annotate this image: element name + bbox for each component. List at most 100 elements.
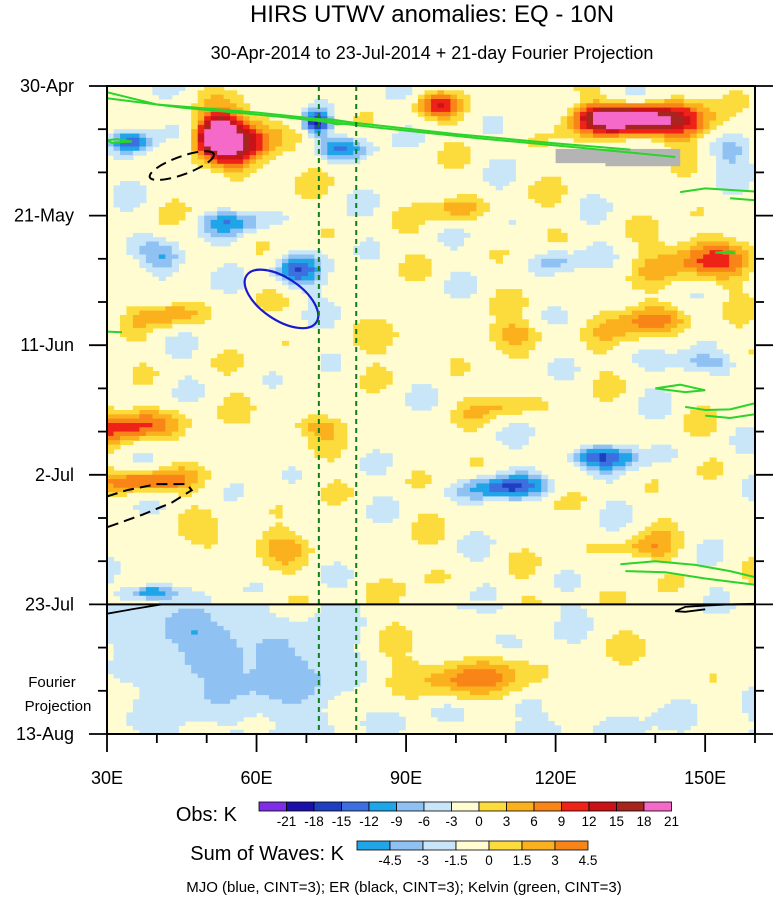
field-cell xyxy=(618,319,626,325)
field-cell xyxy=(204,315,212,320)
field-cell xyxy=(145,626,153,631)
field-cell xyxy=(508,302,516,307)
field-cell xyxy=(184,509,192,515)
field-cell xyxy=(618,548,626,554)
field-cell xyxy=(735,302,743,307)
field-cell xyxy=(495,258,503,264)
field-cell xyxy=(107,621,115,627)
field-cell xyxy=(606,522,614,528)
field-cell xyxy=(191,310,199,316)
field-cell xyxy=(631,647,639,653)
field-cell xyxy=(742,574,750,580)
field-cell xyxy=(359,254,367,260)
field-cell xyxy=(204,617,212,623)
field-cell xyxy=(113,483,121,489)
field-cell xyxy=(657,535,665,541)
field-cell xyxy=(463,423,471,428)
field-cell xyxy=(573,366,581,372)
field-cell xyxy=(210,539,218,545)
field-cell xyxy=(223,137,231,143)
field-cell xyxy=(256,647,264,653)
field-cell xyxy=(508,349,516,355)
field-cell xyxy=(638,219,646,225)
field-cell xyxy=(132,677,140,683)
field-cell xyxy=(580,120,588,126)
field-cell xyxy=(366,379,374,385)
field-cell xyxy=(450,207,458,212)
field-cell xyxy=(456,271,464,277)
field-cell xyxy=(476,669,484,675)
field-cell xyxy=(593,107,601,113)
field-cell xyxy=(456,362,464,368)
field-cell xyxy=(320,686,328,692)
field-cell xyxy=(139,673,147,679)
field-cell xyxy=(178,587,186,592)
field-cell xyxy=(437,116,445,122)
field-cell xyxy=(230,267,238,273)
field-cell xyxy=(236,410,244,415)
field-cell xyxy=(703,595,711,601)
field-cell xyxy=(729,241,737,247)
field-cell xyxy=(502,250,510,256)
field-cell xyxy=(184,626,192,631)
field-cell xyxy=(709,237,717,243)
field-cell xyxy=(145,232,153,238)
field-cell xyxy=(249,219,257,225)
field-cell xyxy=(178,669,186,675)
field-cell xyxy=(158,643,166,649)
field-cell xyxy=(113,414,121,420)
field-cell xyxy=(204,539,212,545)
field-cell xyxy=(456,660,464,666)
field-cell xyxy=(444,669,452,675)
field-cell xyxy=(327,124,335,130)
field-cell xyxy=(152,483,160,489)
field-cell xyxy=(418,276,426,281)
field-cell xyxy=(113,142,121,148)
field-cell xyxy=(541,254,549,260)
field-cell xyxy=(158,479,166,484)
field-cell xyxy=(405,656,413,662)
field-cell xyxy=(197,124,205,130)
field-cell xyxy=(664,99,672,104)
field-cell xyxy=(178,349,186,355)
field-cell xyxy=(320,682,328,688)
field-cell xyxy=(385,600,393,605)
field-cell xyxy=(405,263,413,268)
field-cell xyxy=(120,207,128,212)
field-cell xyxy=(476,418,484,424)
field-cell xyxy=(696,470,704,476)
field-cell xyxy=(314,254,322,260)
field-cell xyxy=(366,388,374,394)
field-cell xyxy=(191,345,199,351)
field-cell xyxy=(385,453,393,459)
field-cell xyxy=(437,202,445,208)
field-cell xyxy=(644,224,652,230)
field-cell xyxy=(353,621,361,627)
field-cell xyxy=(690,155,698,160)
field-cell xyxy=(606,137,614,143)
field-cell xyxy=(651,522,659,528)
field-cell xyxy=(683,258,691,264)
field-cell xyxy=(398,626,406,631)
field-cell xyxy=(444,690,452,696)
field-cell xyxy=(606,129,614,135)
field-cell xyxy=(346,660,354,666)
field-cell xyxy=(703,410,711,415)
field-cell xyxy=(256,539,264,545)
field-cell xyxy=(243,643,251,649)
field-cell xyxy=(599,254,607,260)
field-cell xyxy=(444,682,452,688)
field-cell xyxy=(398,94,406,100)
field-cell xyxy=(554,306,562,312)
field-cell xyxy=(158,470,166,476)
field-cell xyxy=(489,397,497,402)
field-cell xyxy=(482,207,490,212)
field-cell xyxy=(178,310,186,316)
field-cell xyxy=(184,461,192,467)
field-cell xyxy=(262,673,270,679)
field-cell xyxy=(256,582,264,588)
field-cell xyxy=(742,155,750,160)
field-cell xyxy=(230,94,238,100)
field-cell xyxy=(437,682,445,688)
field-cell xyxy=(703,345,711,351)
